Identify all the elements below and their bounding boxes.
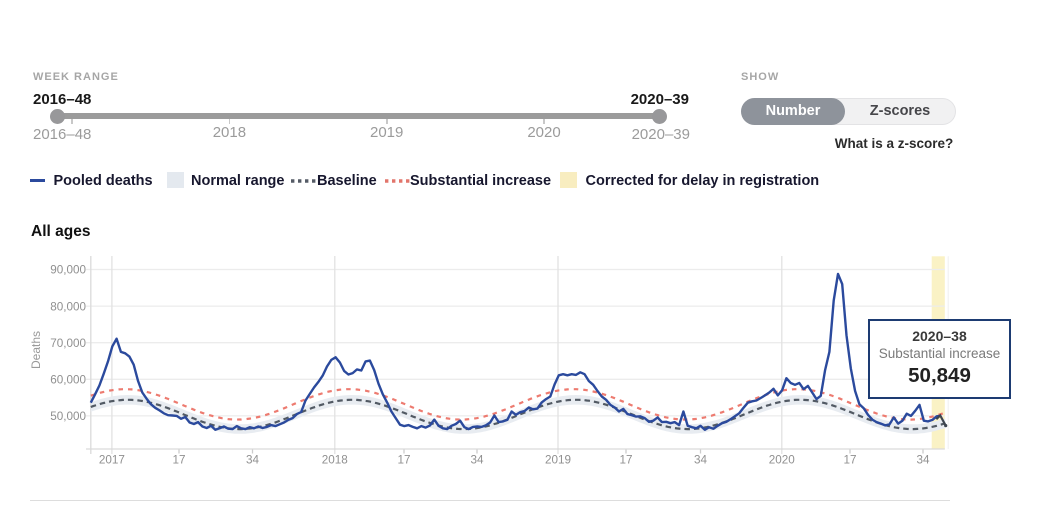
svg-text:50,000: 50,000 — [50, 410, 86, 423]
svg-text:60,000: 60,000 — [50, 374, 86, 387]
svg-text:34: 34 — [916, 454, 930, 467]
svg-text:2017: 2017 — [99, 454, 125, 467]
svg-text:70,000: 70,000 — [50, 337, 86, 350]
svg-text:17: 17 — [619, 454, 632, 467]
svg-text:90,000: 90,000 — [50, 264, 86, 277]
svg-text:17: 17 — [172, 454, 185, 467]
svg-text:34: 34 — [694, 454, 708, 467]
svg-text:2019: 2019 — [545, 454, 571, 467]
svg-text:2020: 2020 — [769, 454, 796, 467]
svg-text:80,000: 80,000 — [50, 300, 86, 313]
svg-text:2018: 2018 — [322, 454, 348, 467]
svg-text:34: 34 — [246, 454, 260, 467]
svg-text:Deaths: Deaths — [29, 331, 43, 369]
svg-text:34: 34 — [470, 454, 484, 467]
svg-text:17: 17 — [843, 454, 856, 467]
svg-text:17: 17 — [397, 454, 410, 467]
